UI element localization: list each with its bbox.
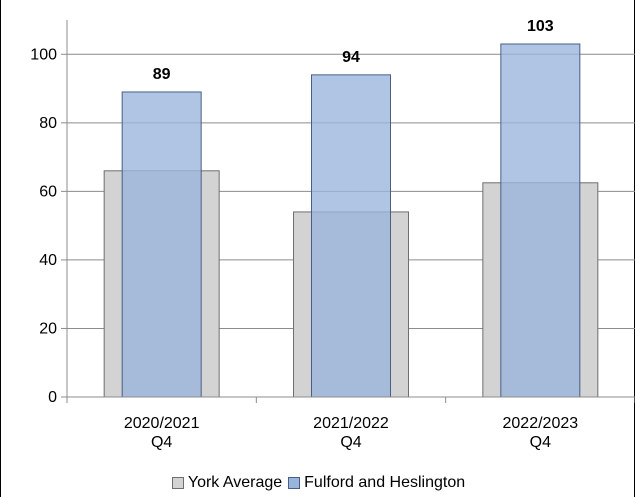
y-tick-label-40: 40 <box>39 252 57 269</box>
legend-swatch-york-average <box>171 477 184 489</box>
data-label-1: 89 <box>153 66 171 83</box>
bar-fulford-and-heslington-2 <box>311 74 391 398</box>
x-tick-label-2-line-1: 2021/2022 <box>313 415 389 432</box>
bar-fulford-and-heslington-1 <box>121 91 202 398</box>
legend-label-fulford-and-heslington: Fulford and Heslington <box>304 474 466 491</box>
bar-fulford-and-heslington-3 <box>500 43 581 398</box>
labels: 0 20 40 60 80 100 89 2020/2021 Q4 94 2021/2022 Q4 10… <box>30 18 578 451</box>
y-tick-label-0: 0 <box>48 389 57 406</box>
data-label-2: 94 <box>342 49 360 66</box>
axes <box>61 20 635 403</box>
x-tick-label-1-line-2: Q4 <box>151 434 172 451</box>
legend: York Average Fulford and Heslington <box>1 474 635 492</box>
x-tick-label-3-line-2: Q4 <box>530 434 551 451</box>
x-tick-label-3-line-1: 2022/2023 <box>503 415 579 432</box>
legend-label-york-average: York Average <box>187 474 283 491</box>
legend-swatch-fulford-and-heslington <box>288 477 301 489</box>
y-tick-label-100: 100 <box>30 46 57 63</box>
y-tick-label-20: 20 <box>39 320 57 337</box>
bars <box>103 43 599 398</box>
legend-item-york-average: York Average <box>171 474 283 492</box>
legend-item-fulford-and-heslington: Fulford and Heslington <box>288 474 465 492</box>
x-tick-label-2-line-2: Q4 <box>340 434 361 451</box>
y-tick-label-60: 60 <box>39 183 57 200</box>
x-tick-label-1-line-1: 2020/2021 <box>124 415 200 432</box>
data-label-3: 103 <box>527 18 554 35</box>
y-tick-label-80: 80 <box>39 115 57 132</box>
